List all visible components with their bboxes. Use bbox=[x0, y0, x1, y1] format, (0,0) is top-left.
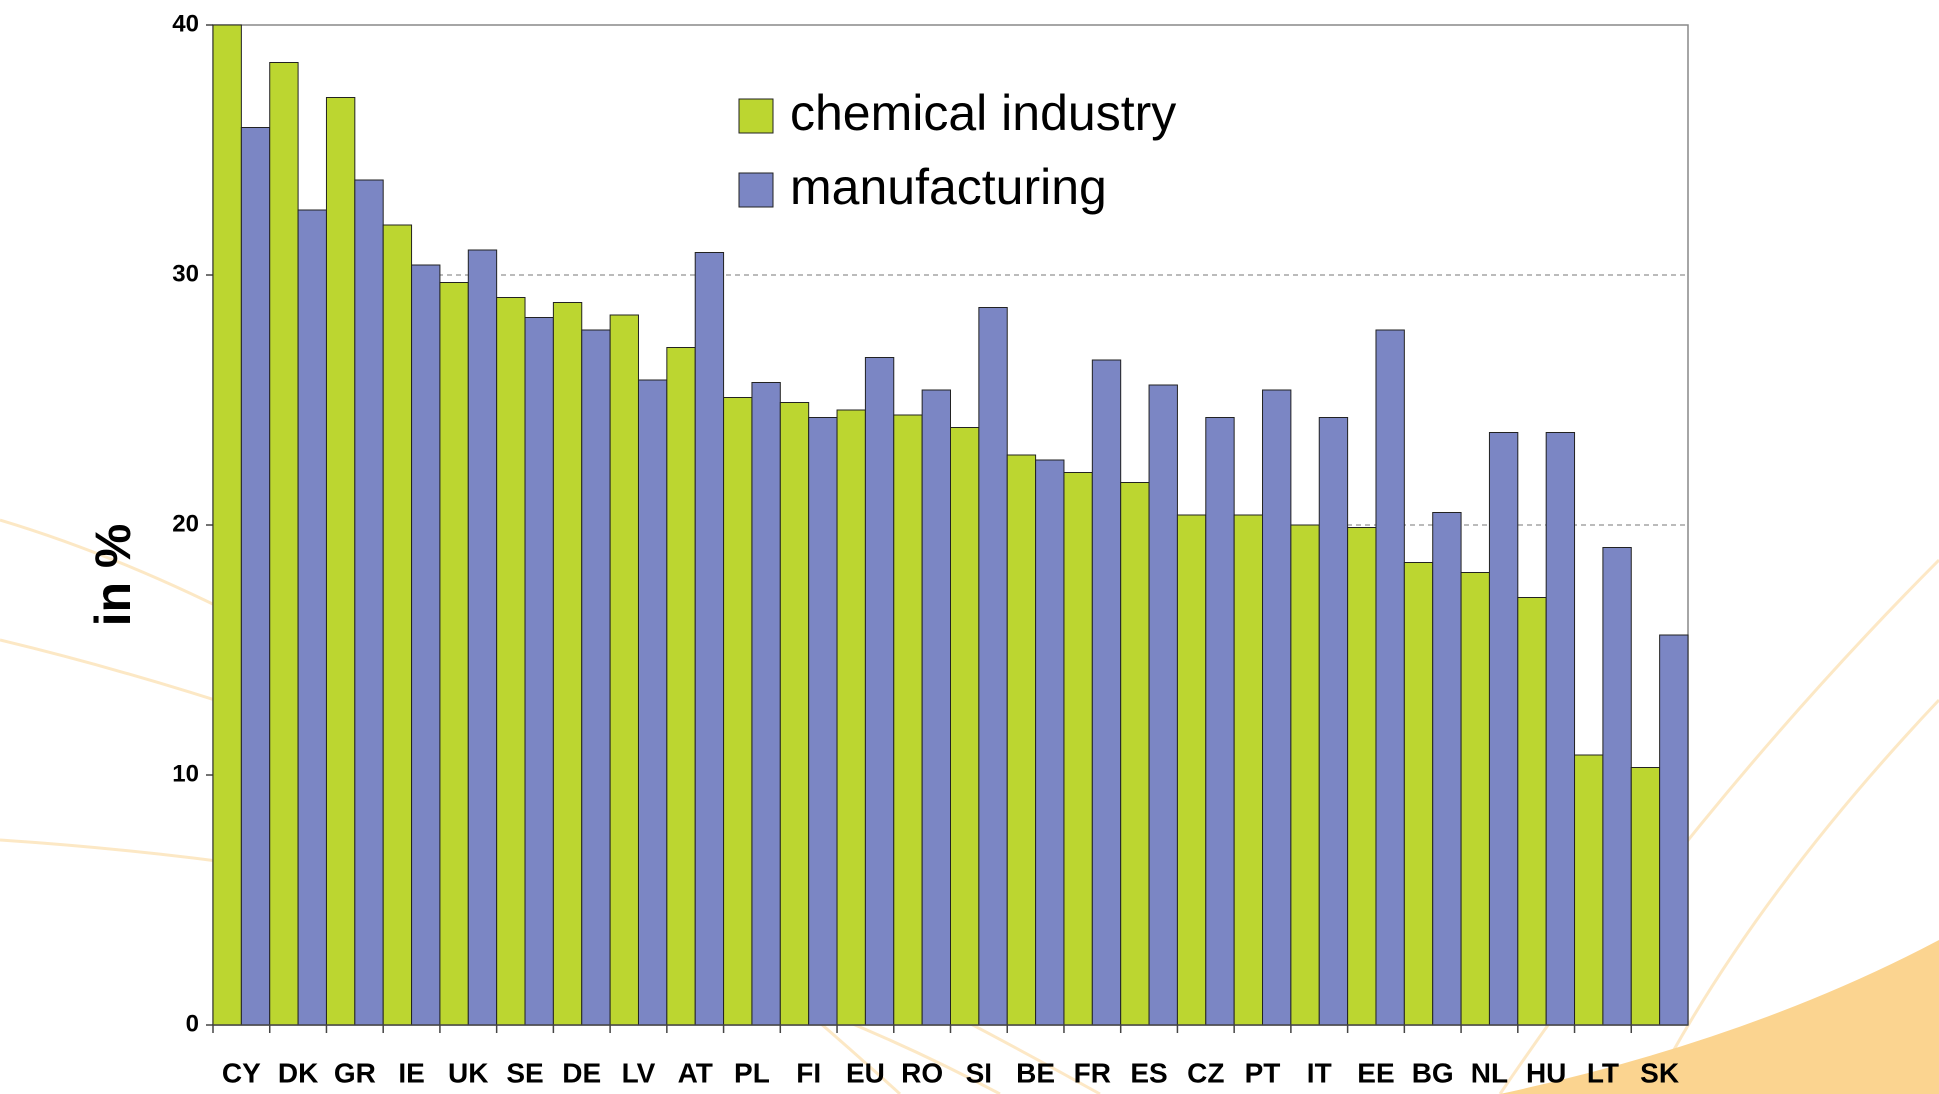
bar bbox=[354, 179, 384, 1026]
bar bbox=[921, 389, 952, 1026]
x-tick-label: LV bbox=[622, 1057, 656, 1088]
x-tick-label: PL bbox=[734, 1057, 770, 1088]
bar bbox=[1602, 547, 1632, 1026]
bar bbox=[1403, 562, 1434, 1026]
x-tick-label: PT bbox=[1245, 1057, 1281, 1088]
bar bbox=[1432, 512, 1462, 1026]
x-tick-label: GR bbox=[334, 1057, 376, 1088]
bar bbox=[1375, 329, 1405, 1026]
legend-label: manufacturing bbox=[790, 159, 1107, 215]
x-tick-label: UK bbox=[448, 1057, 488, 1088]
x-tick-label: IT bbox=[1307, 1057, 1332, 1088]
x-tick-label: ES bbox=[1130, 1057, 1167, 1088]
background-swoosh bbox=[1500, 940, 1939, 1094]
bar bbox=[382, 224, 413, 1026]
bar bbox=[1347, 527, 1377, 1026]
bar bbox=[325, 97, 356, 1026]
bar bbox=[1517, 597, 1547, 1026]
x-tick-label: SE bbox=[506, 1057, 543, 1088]
y-axis-label: in % bbox=[85, 524, 141, 627]
x-tick-label: IE bbox=[398, 1057, 424, 1088]
bar bbox=[1120, 482, 1150, 1026]
bar bbox=[1006, 454, 1037, 1026]
bar bbox=[1630, 767, 1661, 1026]
x-tick-label: BG bbox=[1412, 1057, 1454, 1088]
x-tick-label: SK bbox=[1640, 1057, 1679, 1088]
bar bbox=[1290, 524, 1320, 1026]
bar bbox=[694, 252, 725, 1026]
bar bbox=[751, 382, 781, 1026]
bar bbox=[212, 24, 242, 1026]
x-tick-label: CY bbox=[222, 1057, 261, 1088]
x-tick-label: HU bbox=[1526, 1057, 1566, 1088]
y-tick-label: 30 bbox=[172, 260, 199, 287]
x-tick-label: FR bbox=[1074, 1057, 1111, 1088]
bar bbox=[439, 282, 469, 1026]
bar bbox=[297, 209, 327, 1026]
bar bbox=[269, 62, 299, 1026]
bar bbox=[1460, 572, 1490, 1026]
bar bbox=[1148, 384, 1178, 1026]
x-tick-label: DK bbox=[278, 1057, 318, 1088]
bar bbox=[1659, 634, 1689, 1026]
x-tick-label: SI bbox=[966, 1057, 992, 1088]
x-tick-label: NL bbox=[1471, 1057, 1508, 1088]
bar bbox=[1488, 432, 1519, 1026]
bar bbox=[240, 127, 271, 1026]
bar bbox=[1176, 514, 1207, 1026]
x-tick-label: LT bbox=[1587, 1057, 1619, 1088]
x-tick-label: EE bbox=[1357, 1057, 1394, 1088]
bar bbox=[524, 317, 554, 1026]
x-tick-label: AT bbox=[678, 1057, 713, 1088]
x-tick-label: CZ bbox=[1187, 1057, 1224, 1088]
bar bbox=[609, 314, 639, 1026]
y-tick-label: 40 bbox=[172, 10, 199, 37]
bar bbox=[1318, 417, 1349, 1026]
bar bbox=[666, 347, 696, 1026]
bar bbox=[637, 379, 668, 1026]
bar bbox=[1545, 432, 1576, 1026]
bar bbox=[1035, 459, 1065, 1026]
bar bbox=[978, 307, 1008, 1026]
bar bbox=[581, 329, 611, 1026]
bar bbox=[723, 397, 753, 1026]
bar bbox=[893, 414, 923, 1026]
legend-label: chemical industry bbox=[790, 85, 1176, 141]
bar bbox=[1091, 359, 1122, 1026]
legend-swatch bbox=[738, 98, 774, 134]
x-tick-label: EU bbox=[846, 1057, 885, 1088]
bar bbox=[864, 357, 895, 1026]
y-tick-label: 0 bbox=[186, 1010, 199, 1037]
legend-swatch bbox=[738, 172, 774, 208]
bar bbox=[1262, 389, 1292, 1026]
bar bbox=[411, 264, 441, 1026]
bar bbox=[1233, 514, 1264, 1026]
bar bbox=[779, 402, 810, 1026]
bar bbox=[808, 417, 838, 1026]
bar bbox=[1205, 417, 1235, 1026]
x-tick-label: FI bbox=[796, 1057, 821, 1088]
bar bbox=[1063, 472, 1093, 1026]
bar bbox=[950, 427, 980, 1026]
bar bbox=[836, 409, 866, 1026]
y-tick-label: 20 bbox=[172, 510, 199, 537]
bar bbox=[552, 302, 583, 1026]
bar bbox=[1574, 754, 1604, 1026]
x-tick-label: BE bbox=[1016, 1057, 1055, 1088]
x-tick-label: RO bbox=[901, 1057, 943, 1088]
x-tick-label: DE bbox=[562, 1057, 601, 1088]
bar bbox=[467, 249, 498, 1026]
y-tick-label: 10 bbox=[172, 760, 199, 787]
bar bbox=[496, 297, 526, 1026]
